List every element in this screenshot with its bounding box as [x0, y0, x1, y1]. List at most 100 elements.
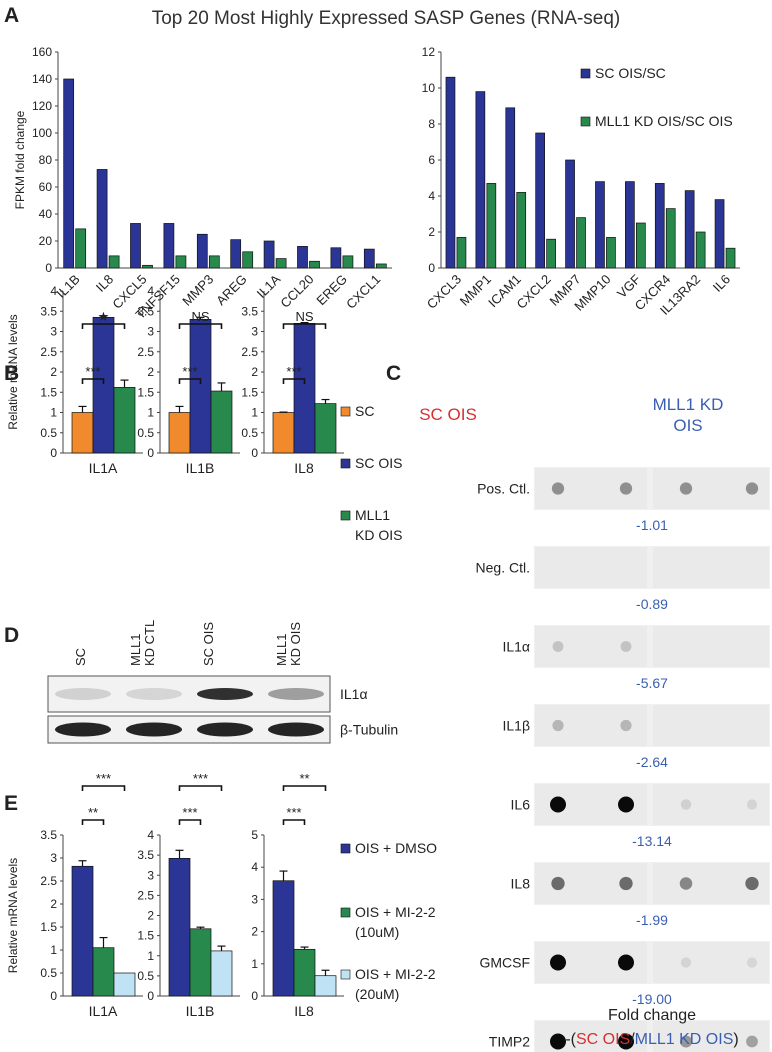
- array-row-label: IL1α: [502, 639, 530, 655]
- bar-IL8-2: [314, 403, 337, 454]
- y-tick-label: 140: [32, 72, 52, 86]
- y-tick-label: 1.5: [40, 920, 57, 934]
- bar-IL1B-0: [168, 857, 191, 997]
- x-tick-label: IL1A: [254, 271, 284, 301]
- header-ois: OIS: [673, 416, 702, 435]
- legend-label: (20uM): [355, 986, 399, 1002]
- bar-MMP10-sc-ois: [595, 181, 605, 269]
- bar-IL1B-sc-ois: [63, 78, 75, 269]
- array-spot: [679, 482, 693, 495]
- blot-band: [197, 688, 253, 700]
- sig-label-2: **: [299, 771, 309, 786]
- bar-IL8-kd: [108, 255, 120, 269]
- array-spot: [551, 482, 565, 495]
- fold-change-value: -1.99: [636, 912, 668, 928]
- panel-letter-e: E: [4, 792, 18, 815]
- bar-AREG-sc-ois: [230, 239, 242, 269]
- y-tick-label: 12: [422, 45, 436, 59]
- bar-CCL20-sc-ois: [297, 246, 308, 269]
- array-spot: [550, 954, 566, 971]
- legend-label: MLL1 KD OIS/SC OIS: [595, 113, 733, 129]
- panel-letter-c: C: [386, 362, 401, 385]
- bar-VGF-sc-ois: [625, 181, 635, 269]
- footer-line1: Fold change: [608, 1007, 696, 1024]
- legend-swatch: [580, 68, 591, 79]
- bar-MMP10-kd: [606, 237, 616, 269]
- y-tick-label: 0: [428, 261, 435, 275]
- array-spot: [620, 719, 632, 732]
- array-row-label: Pos. Ctl.: [477, 481, 530, 497]
- sig-bracket-2: [178, 323, 223, 329]
- panel-letter-d: D: [4, 624, 19, 647]
- bar-IL1A-1: [92, 316, 115, 454]
- y-tick-label: 2: [251, 365, 258, 379]
- lane-label: MLL1: [274, 633, 289, 666]
- sig-label-2: ★: [98, 309, 110, 324]
- y-tick-label: 3: [147, 325, 154, 339]
- y-axis-label: Relative mRNA levels: [6, 314, 20, 429]
- array-spot: [746, 799, 758, 810]
- y-tick-label: 3.5: [241, 304, 258, 318]
- bar-IL1B-1: [189, 319, 212, 454]
- sig-label-2: ***: [96, 771, 111, 786]
- fold-change-value: -1.01: [636, 517, 668, 533]
- bar-EREG-sc-ois: [330, 247, 342, 269]
- y-axis-label: Relative mRNA levels: [6, 858, 20, 973]
- panel-letter-a: A: [4, 4, 19, 27]
- bar-EREG-kd: [342, 255, 354, 269]
- group-label: IL1B: [186, 460, 215, 476]
- bar-VGF-kd: [635, 222, 646, 269]
- fold-change-value: -0.89: [636, 596, 668, 612]
- array-spot: [680, 799, 692, 810]
- legend-swatch: [340, 843, 351, 854]
- lane-label: KD CTL: [142, 620, 157, 666]
- lane-label: SC OIS: [201, 622, 216, 666]
- bar-IL1A-0: [71, 412, 94, 454]
- legend-label: OIS + MI-2-2: [355, 966, 436, 982]
- bar-ICAM1-kd: [516, 192, 527, 269]
- sig-label-2: NS: [191, 309, 209, 324]
- bar-CXCL2-kd: [546, 238, 556, 269]
- header-mll1-kd: MLL1 KD: [653, 395, 724, 414]
- y-tick-label: 2: [50, 897, 57, 911]
- bar-ICAM1-sc-ois: [505, 107, 516, 269]
- legend-swatch: [580, 116, 591, 127]
- y-tick-label: 0.5: [40, 426, 57, 440]
- y-tick-label: 2.5: [137, 345, 154, 359]
- bar-IL1A-2: [113, 387, 136, 454]
- array-spot: [552, 641, 564, 652]
- sig-bracket-2: [178, 785, 223, 791]
- bar-IL8-sc-ois: [96, 169, 108, 269]
- array-spot: [550, 796, 566, 813]
- blot-band: [126, 688, 182, 700]
- y-tick-label: 3.5: [137, 848, 154, 862]
- bar-CXCR4-sc-ois: [654, 183, 665, 269]
- group-label: IL8: [294, 1003, 314, 1019]
- footer-part: SC OIS: [576, 1031, 630, 1048]
- array-spot: [746, 1035, 758, 1048]
- array-spot: [618, 796, 634, 813]
- bar-CXCL1-kd: [375, 263, 387, 269]
- array-spot: [619, 876, 633, 891]
- bar-MMP7-sc-ois: [565, 159, 575, 269]
- array-spot: [620, 641, 632, 652]
- y-tick-label: 0: [147, 989, 154, 1003]
- x-tick-label: CXCL3: [424, 272, 464, 312]
- array-spot: [680, 957, 692, 968]
- array-row-label: GMCSF: [479, 955, 530, 971]
- bar-IL1A-2: [113, 972, 136, 997]
- sig-bracket-2: [282, 323, 327, 329]
- sig-label-1: ***: [182, 364, 197, 379]
- x-tick-label: MMP3: [179, 272, 216, 309]
- array-spot: [746, 957, 758, 968]
- bar-MMP1-kd: [486, 183, 497, 269]
- bar-CXCL2-sc-ois: [535, 132, 545, 269]
- panel-letter-b: B: [4, 362, 19, 385]
- y-tick-label: 4: [50, 284, 57, 298]
- sig-bracket-1: [81, 378, 105, 384]
- sig-bracket-1: [178, 819, 202, 825]
- array-row-label: TIMP2: [489, 1034, 530, 1050]
- sig-label-1: ***: [286, 805, 301, 820]
- y-tick-label: 4: [147, 284, 154, 298]
